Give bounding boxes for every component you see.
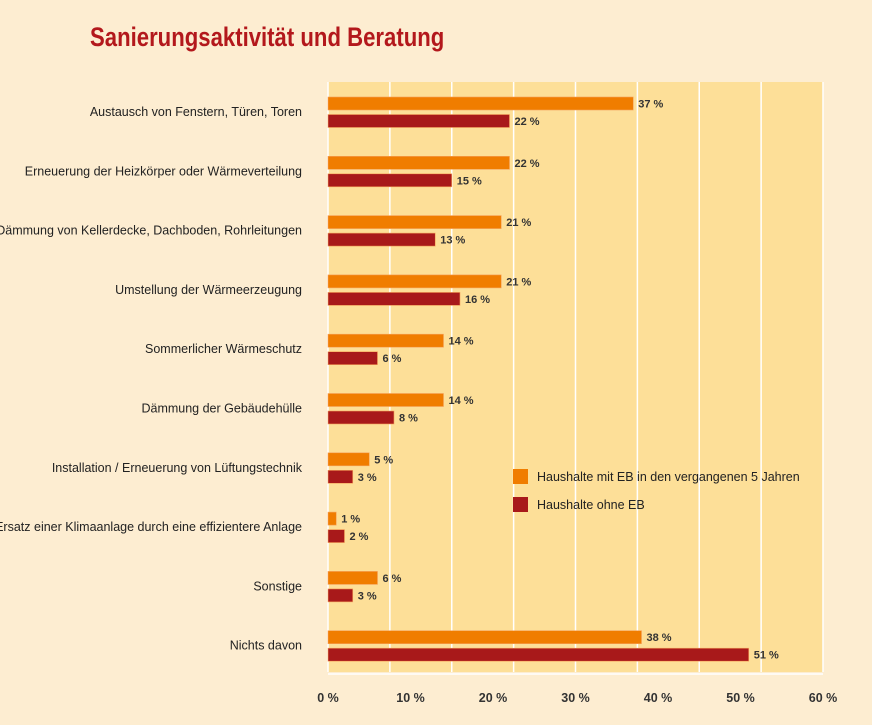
- x-tick-label: 40 %: [644, 691, 673, 705]
- x-tick-label: 50 %: [726, 691, 755, 705]
- bar-ohne-eb: [327, 588, 354, 603]
- bar-mit-eb: [327, 511, 337, 526]
- category-label: Umstellung der Wärmeerzeugung: [115, 283, 302, 297]
- bar-mit-eb: [327, 274, 502, 289]
- bar-mit-eb: [327, 215, 502, 229]
- category-label: Dämmung von Kellerdecke, Dachboden, Rohr…: [0, 224, 302, 238]
- bar-mit-eb: [327, 452, 370, 467]
- data-label: 22 %: [515, 116, 540, 128]
- category-label: Ersatz einer Klimaanlage durch eine effi…: [0, 520, 302, 534]
- data-label: 16 %: [465, 294, 490, 306]
- bar-ohne-eb: [327, 410, 395, 425]
- chart-title: Sanierungsaktivität und Beratung: [90, 22, 445, 52]
- legend-swatch: [513, 497, 528, 512]
- data-label: 21 %: [506, 276, 531, 288]
- x-tick-label: 30 %: [561, 691, 590, 705]
- x-tick-label: 0 %: [317, 691, 339, 705]
- data-label: 14 %: [449, 395, 474, 407]
- category-label: Austausch von Fenstern, Türen, Toren: [90, 105, 302, 119]
- data-label: 13 %: [440, 235, 465, 247]
- legend-label: Haushalte ohne EB: [537, 498, 645, 512]
- data-label: 38 %: [647, 632, 672, 644]
- data-label: 6 %: [383, 573, 402, 585]
- bar-mit-eb: [327, 333, 444, 348]
- data-label: 6 %: [383, 353, 402, 365]
- category-label: Nichts davon: [230, 639, 302, 653]
- bar-mit-eb: [327, 571, 378, 585]
- bar-ohne-eb: [327, 292, 461, 306]
- category-label: Sommerlicher Wärmeschutz: [145, 342, 302, 356]
- x-tick-label: 10 %: [396, 691, 425, 705]
- data-label: 21 %: [506, 217, 531, 229]
- bar-ohne-eb: [327, 114, 510, 128]
- category-label: Dämmung der Gebäudehülle: [141, 402, 302, 416]
- x-tick-label: 20 %: [479, 691, 508, 705]
- data-label: 37 %: [638, 99, 663, 111]
- data-label: 15 %: [457, 175, 482, 187]
- bar-ohne-eb: [327, 232, 436, 247]
- bar-ohne-eb: [327, 469, 354, 484]
- category-label: Erneuerung der Heizkörper oder Wärmevert…: [25, 164, 302, 178]
- data-label: 3 %: [358, 590, 377, 602]
- bar-ohne-eb: [327, 529, 345, 543]
- bar-mit-eb: [327, 156, 510, 170]
- category-label: Installation / Erneuerung von Lüftungste…: [52, 461, 303, 475]
- bar-ohne-eb: [327, 351, 378, 366]
- bar-mit-eb: [327, 630, 642, 645]
- category-label: Sonstige: [253, 579, 302, 593]
- data-label: 22 %: [515, 158, 540, 170]
- data-label: 1 %: [341, 514, 360, 526]
- data-label: 51 %: [754, 650, 779, 662]
- bar-ohne-eb: [327, 173, 453, 188]
- bar-mit-eb: [327, 96, 634, 111]
- legend-swatch: [513, 469, 528, 484]
- bar-mit-eb: [327, 393, 444, 407]
- bar-ohne-eb: [327, 647, 750, 662]
- legend-label: Haushalte mit EB in den vergangenen 5 Ja…: [537, 470, 800, 484]
- x-tick-label: 60 %: [809, 691, 838, 705]
- data-label: 5 %: [374, 454, 393, 466]
- data-label: 14 %: [449, 336, 474, 348]
- data-label: 8 %: [399, 413, 418, 425]
- data-label: 2 %: [350, 531, 369, 543]
- data-label: 3 %: [358, 472, 377, 484]
